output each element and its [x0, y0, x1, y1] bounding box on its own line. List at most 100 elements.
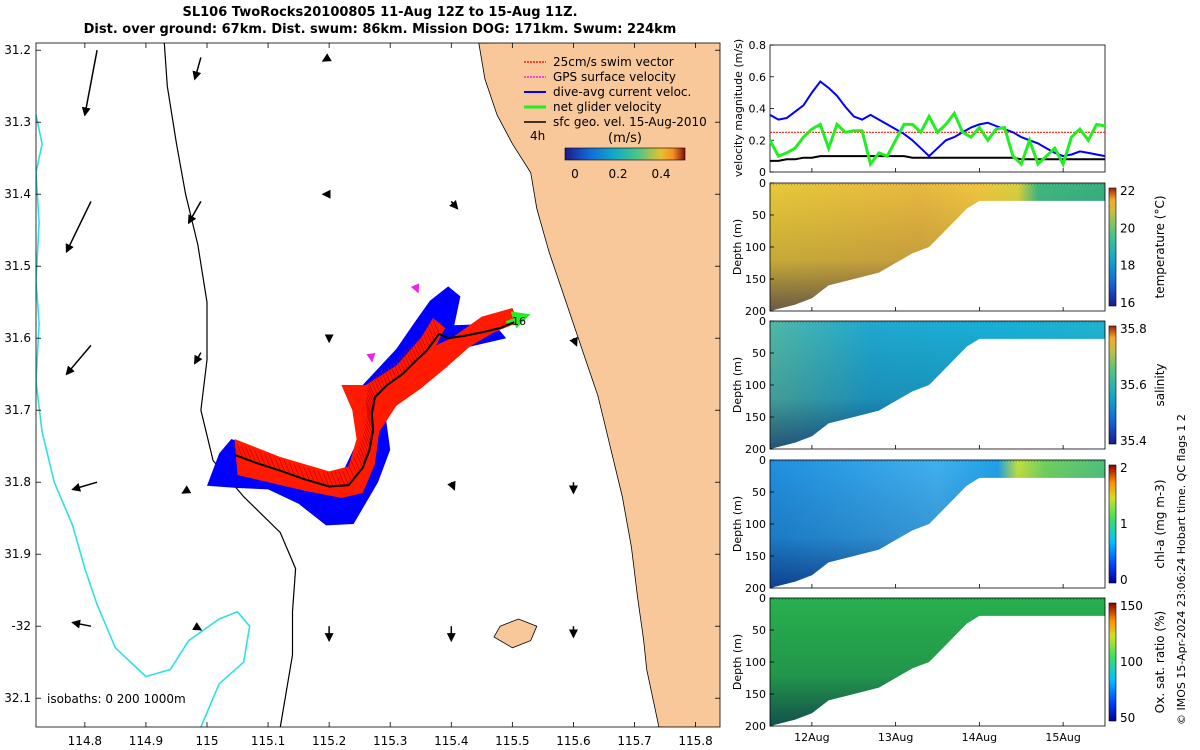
map-frame — [35, 42, 721, 728]
map-y-tick-label: 32.1 — [4, 691, 31, 705]
swim-vector — [322, 472, 330, 487]
sfc-velocity-arrows — [65, 50, 578, 643]
swim-vector-band — [234, 308, 519, 498]
swim-vector — [405, 350, 413, 365]
section-depth-shading — [770, 460, 1105, 588]
section-colorbar — [1108, 325, 1117, 445]
section-y-tick-label: 150 — [745, 411, 766, 424]
swim-vector — [380, 370, 388, 386]
swim-vector — [361, 439, 369, 454]
section-colorbar-tick: 0 — [1120, 573, 1128, 587]
map-y-tick-label: 31.9 — [4, 547, 31, 561]
swim-vector — [245, 447, 252, 462]
legend-swim-label: 25cm/s swim vector — [553, 55, 674, 69]
swim-vector — [360, 442, 368, 458]
map-x-tick-label: 115.1 — [251, 734, 285, 748]
speed-colorbar-tick: 0 — [571, 167, 579, 181]
time-axis: 12Aug 13Aug 14Aug 15Aug — [794, 168, 1081, 744]
section-y-tick-label: 50 — [752, 624, 766, 637]
swim-vector — [383, 368, 391, 383]
map-x-tick-label: 115.8 — [678, 734, 712, 748]
map-y-tick-label: 31.3 — [4, 115, 31, 129]
swim-vector — [274, 456, 281, 471]
swim-vector — [366, 420, 373, 435]
swim-vector — [254, 450, 262, 465]
swim-vector — [241, 445, 248, 460]
section-y-tick-label: 100 — [745, 518, 766, 531]
sfc-velocity-arrow — [449, 199, 459, 210]
swim-vector — [365, 424, 372, 439]
map-x-tick-label: 115.7 — [617, 734, 651, 748]
rottnest-island — [493, 618, 538, 649]
map-x-axis: 114.8 114.9 115 115.1 115.2 115.3 115.4 115.5 11… — [68, 43, 713, 748]
swim-vector — [259, 451, 266, 467]
swim-vector — [334, 471, 342, 486]
map-x-tick-label: 115.5 — [495, 734, 529, 748]
swim-vector — [365, 399, 373, 414]
sfc-velocity-arrow — [194, 352, 203, 365]
isobath-200m — [163, 43, 297, 727]
swim-vector — [249, 448, 257, 463]
glider-track — [234, 333, 440, 488]
section-y-tick-label: 50 — [752, 347, 766, 360]
speed-colorbar-label: (m/s) — [608, 131, 642, 146]
section-colorbar-tick: 35.6 — [1120, 378, 1147, 392]
speed-colorbar-tick: 0.2 — [608, 167, 627, 181]
swim-vector — [326, 472, 334, 487]
section-panel: 0 50 100 150 200 Depth (m) 22 20 18 16 temperature… — [731, 177, 1167, 318]
swim-vector — [293, 463, 301, 478]
isobath-1000m — [36, 114, 251, 727]
map-legend: 25cm/s swim vector GPS surface velocity … — [524, 55, 707, 181]
section-y-tick-label: 100 — [745, 656, 766, 669]
velocity-y-tick-label: 0.4 — [749, 103, 767, 116]
swim-vector — [353, 457, 361, 472]
swim-vector — [363, 431, 371, 447]
swim-vector — [430, 323, 437, 338]
sfc-velocity-arrow — [181, 485, 192, 494]
section-y-tick-label: 50 — [752, 209, 766, 222]
section-colorbar-tick: 50 — [1120, 711, 1135, 725]
swim-vector — [308, 468, 315, 483]
swim-vector — [371, 380, 378, 395]
section-colorbar-tick: 35.8 — [1120, 322, 1147, 336]
section-y-tick-label: 0 — [759, 177, 766, 190]
map-y-tick-label: -32 — [11, 619, 31, 633]
section-colorbar-label: chl-a (mg m-3) — [1153, 479, 1167, 568]
swim-vector — [375, 375, 383, 391]
sfc-velocity-arrow — [187, 201, 202, 225]
section-y-tick-label: 0 — [759, 315, 766, 328]
swim-vector — [403, 352, 411, 367]
map-x-tick-label: 115.4 — [434, 734, 468, 748]
legend-sfc-label: sfc geo. vel. 15-Aug-2010 — [553, 115, 707, 129]
swim-vector — [269, 454, 276, 470]
section-colorbar-tick: 18 — [1120, 259, 1135, 273]
section-colorbar-label: salinity — [1153, 363, 1167, 406]
sfc-velocity-arrow — [81, 50, 98, 117]
swim-vector — [420, 336, 428, 351]
velocity-current-series — [769, 80, 1106, 158]
swim-vector — [432, 319, 440, 334]
swim-vector — [390, 364, 397, 379]
section-depth-shading — [770, 598, 1105, 726]
sfc-velocity-arrow — [65, 201, 92, 254]
velocity-y-label: velocity magnitude (m/s) — [732, 39, 745, 177]
section-colorbar-label: temperature (°C) — [1153, 196, 1167, 299]
swim-vector — [393, 362, 400, 377]
swim-vector — [363, 435, 370, 450]
map-panel: 114.8 114.9 115 115.1 115.2 115.3 115.4 115.5 11… — [4, 42, 721, 748]
velocity-y-tick-label: 0.8 — [749, 39, 767, 52]
swim-vector — [368, 386, 375, 401]
section-y-label: Depth (m) — [731, 357, 744, 413]
section-y-label: Depth (m) — [731, 634, 744, 690]
section-colorbar-tick: 22 — [1120, 184, 1135, 198]
track-end-label: 16 — [512, 315, 526, 328]
swim-vector — [236, 443, 244, 459]
swim-vector — [288, 461, 296, 476]
swim-vector — [298, 465, 305, 480]
time-axis-label: 13Aug — [878, 731, 913, 744]
swim-vector — [367, 389, 375, 404]
sfc-velocity-arrow — [71, 481, 98, 492]
section-y-tick-label: 200 — [745, 720, 766, 733]
